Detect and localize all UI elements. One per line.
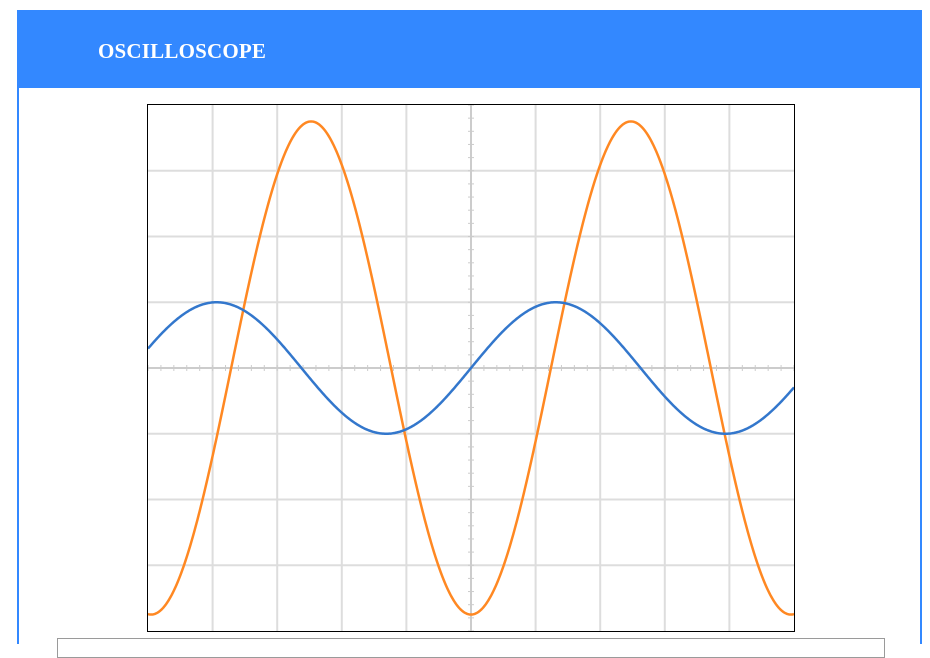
trace-1 [148, 120, 794, 616]
traces [148, 120, 794, 616]
waveform-plot [148, 105, 794, 631]
oscilloscope-screen [147, 104, 795, 632]
app-title: OSCILLOSCOPE [98, 39, 267, 63]
control-panel [57, 638, 885, 658]
oscilloscope-window: OSCILLOSCOPE [17, 10, 922, 658]
trace-2 [148, 301, 794, 435]
title-bar: OSCILLOSCOPE [19, 12, 920, 88]
